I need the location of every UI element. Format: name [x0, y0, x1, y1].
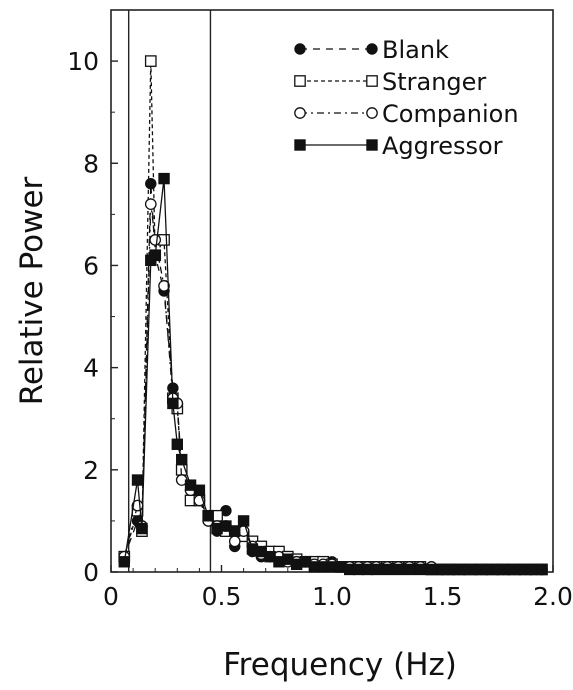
- y-axis: 0 2 4 6 8 10: [67, 9, 118, 587]
- data-point-aggressor: [136, 522, 148, 535]
- data-point-aggressor: [392, 563, 405, 576]
- x-tick-label: 1.5: [423, 582, 463, 611]
- data-point-aggressor: [492, 563, 504, 576]
- legend-marker-companion: [294, 107, 306, 119]
- x-tick-label: 0: [103, 582, 119, 611]
- plot-area-border: [110, 9, 554, 573]
- legend-marker-stranger: [366, 75, 378, 87]
- legend-item-aggressor: Aggressor: [294, 132, 503, 160]
- legend-marker-blank: [366, 43, 378, 55]
- y-tick-label: 0: [83, 558, 99, 587]
- series-line-blank: [123, 183, 542, 571]
- data-point-aggressor: [514, 563, 526, 576]
- data-point-aggressor: [436, 563, 449, 576]
- legend-item-companion: Companion: [294, 100, 519, 128]
- data-point-aggressor: [458, 563, 471, 576]
- data-point-aggressor: [381, 563, 393, 576]
- data-point-aggressor: [158, 172, 170, 185]
- data-point-aggressor: [503, 563, 515, 576]
- x-tick-label: 2.0: [533, 582, 573, 611]
- data-point-aggressor: [525, 563, 537, 576]
- legend-item-stranger: Stranger: [294, 68, 486, 96]
- legend-marker-companion: [366, 107, 378, 119]
- data-point-aggressor: [167, 397, 179, 410]
- series-aggressor: [118, 172, 548, 576]
- data-point-aggressor: [425, 563, 438, 576]
- data-point-blank: [145, 178, 157, 190]
- data-point-aggressor: [403, 563, 416, 576]
- data-point-aggressor: [176, 453, 188, 466]
- legend-marker-aggressor: [366, 139, 378, 151]
- series-layer: [118, 55, 548, 576]
- data-point-aggressor: [149, 249, 161, 261]
- data-point-companion: [228, 535, 241, 548]
- data-point-aggressor: [171, 438, 184, 450]
- data-point-aggressor: [237, 515, 250, 527]
- legend-label-aggressor: Aggressor: [382, 132, 503, 160]
- data-point-companion: [149, 234, 162, 246]
- y-tick-label: 4: [83, 354, 99, 383]
- data-point-aggressor: [414, 563, 427, 576]
- data-point-aggressor: [370, 563, 382, 576]
- y-tick-label: 6: [83, 251, 99, 280]
- legend-item-blank: Blank: [294, 36, 449, 64]
- data-point-stranger: [144, 55, 157, 67]
- legend: Blank Stranger Companion Aggressor: [294, 36, 519, 160]
- y-tick-label: 10: [67, 47, 99, 76]
- legend-marker-aggressor: [294, 139, 306, 151]
- series-line-aggressor: [123, 178, 542, 571]
- x-axis: 0 0.5 1.0 1.5 2.0: [103, 565, 573, 611]
- series-blank: [118, 178, 548, 576]
- legend-marker-stranger: [294, 75, 306, 87]
- x-tick-label: 0.5: [202, 582, 242, 611]
- data-point-aggressor: [118, 556, 130, 568]
- legend-label-blank: Blank: [382, 36, 449, 64]
- legend-marker-blank: [294, 43, 306, 55]
- reference-lines: [127, 10, 212, 572]
- x-axis-title: Frequency (Hz): [223, 647, 457, 683]
- legend-label-stranger: Stranger: [382, 68, 486, 96]
- data-point-aggressor: [536, 563, 548, 576]
- data-point-aggressor: [469, 563, 482, 576]
- data-point-aggressor: [193, 484, 206, 496]
- series-companion: [118, 198, 548, 576]
- x-tick-label: 1.0: [312, 582, 352, 611]
- legend-label-companion: Companion: [382, 100, 519, 128]
- data-point-companion: [158, 280, 170, 292]
- data-point-aggressor: [202, 510, 214, 522]
- y-axis-title: Relative Power: [14, 176, 50, 405]
- data-point-aggressor: [481, 563, 493, 576]
- y-tick-label: 2: [83, 456, 99, 485]
- data-point-aggressor: [447, 563, 460, 576]
- series-line-companion: [123, 204, 542, 571]
- data-point-aggressor: [229, 525, 241, 537]
- data-point-companion: [144, 198, 157, 210]
- y-tick-label: 8: [83, 149, 99, 178]
- data-point-aggressor: [131, 474, 144, 486]
- plot-frame: [110, 9, 554, 573]
